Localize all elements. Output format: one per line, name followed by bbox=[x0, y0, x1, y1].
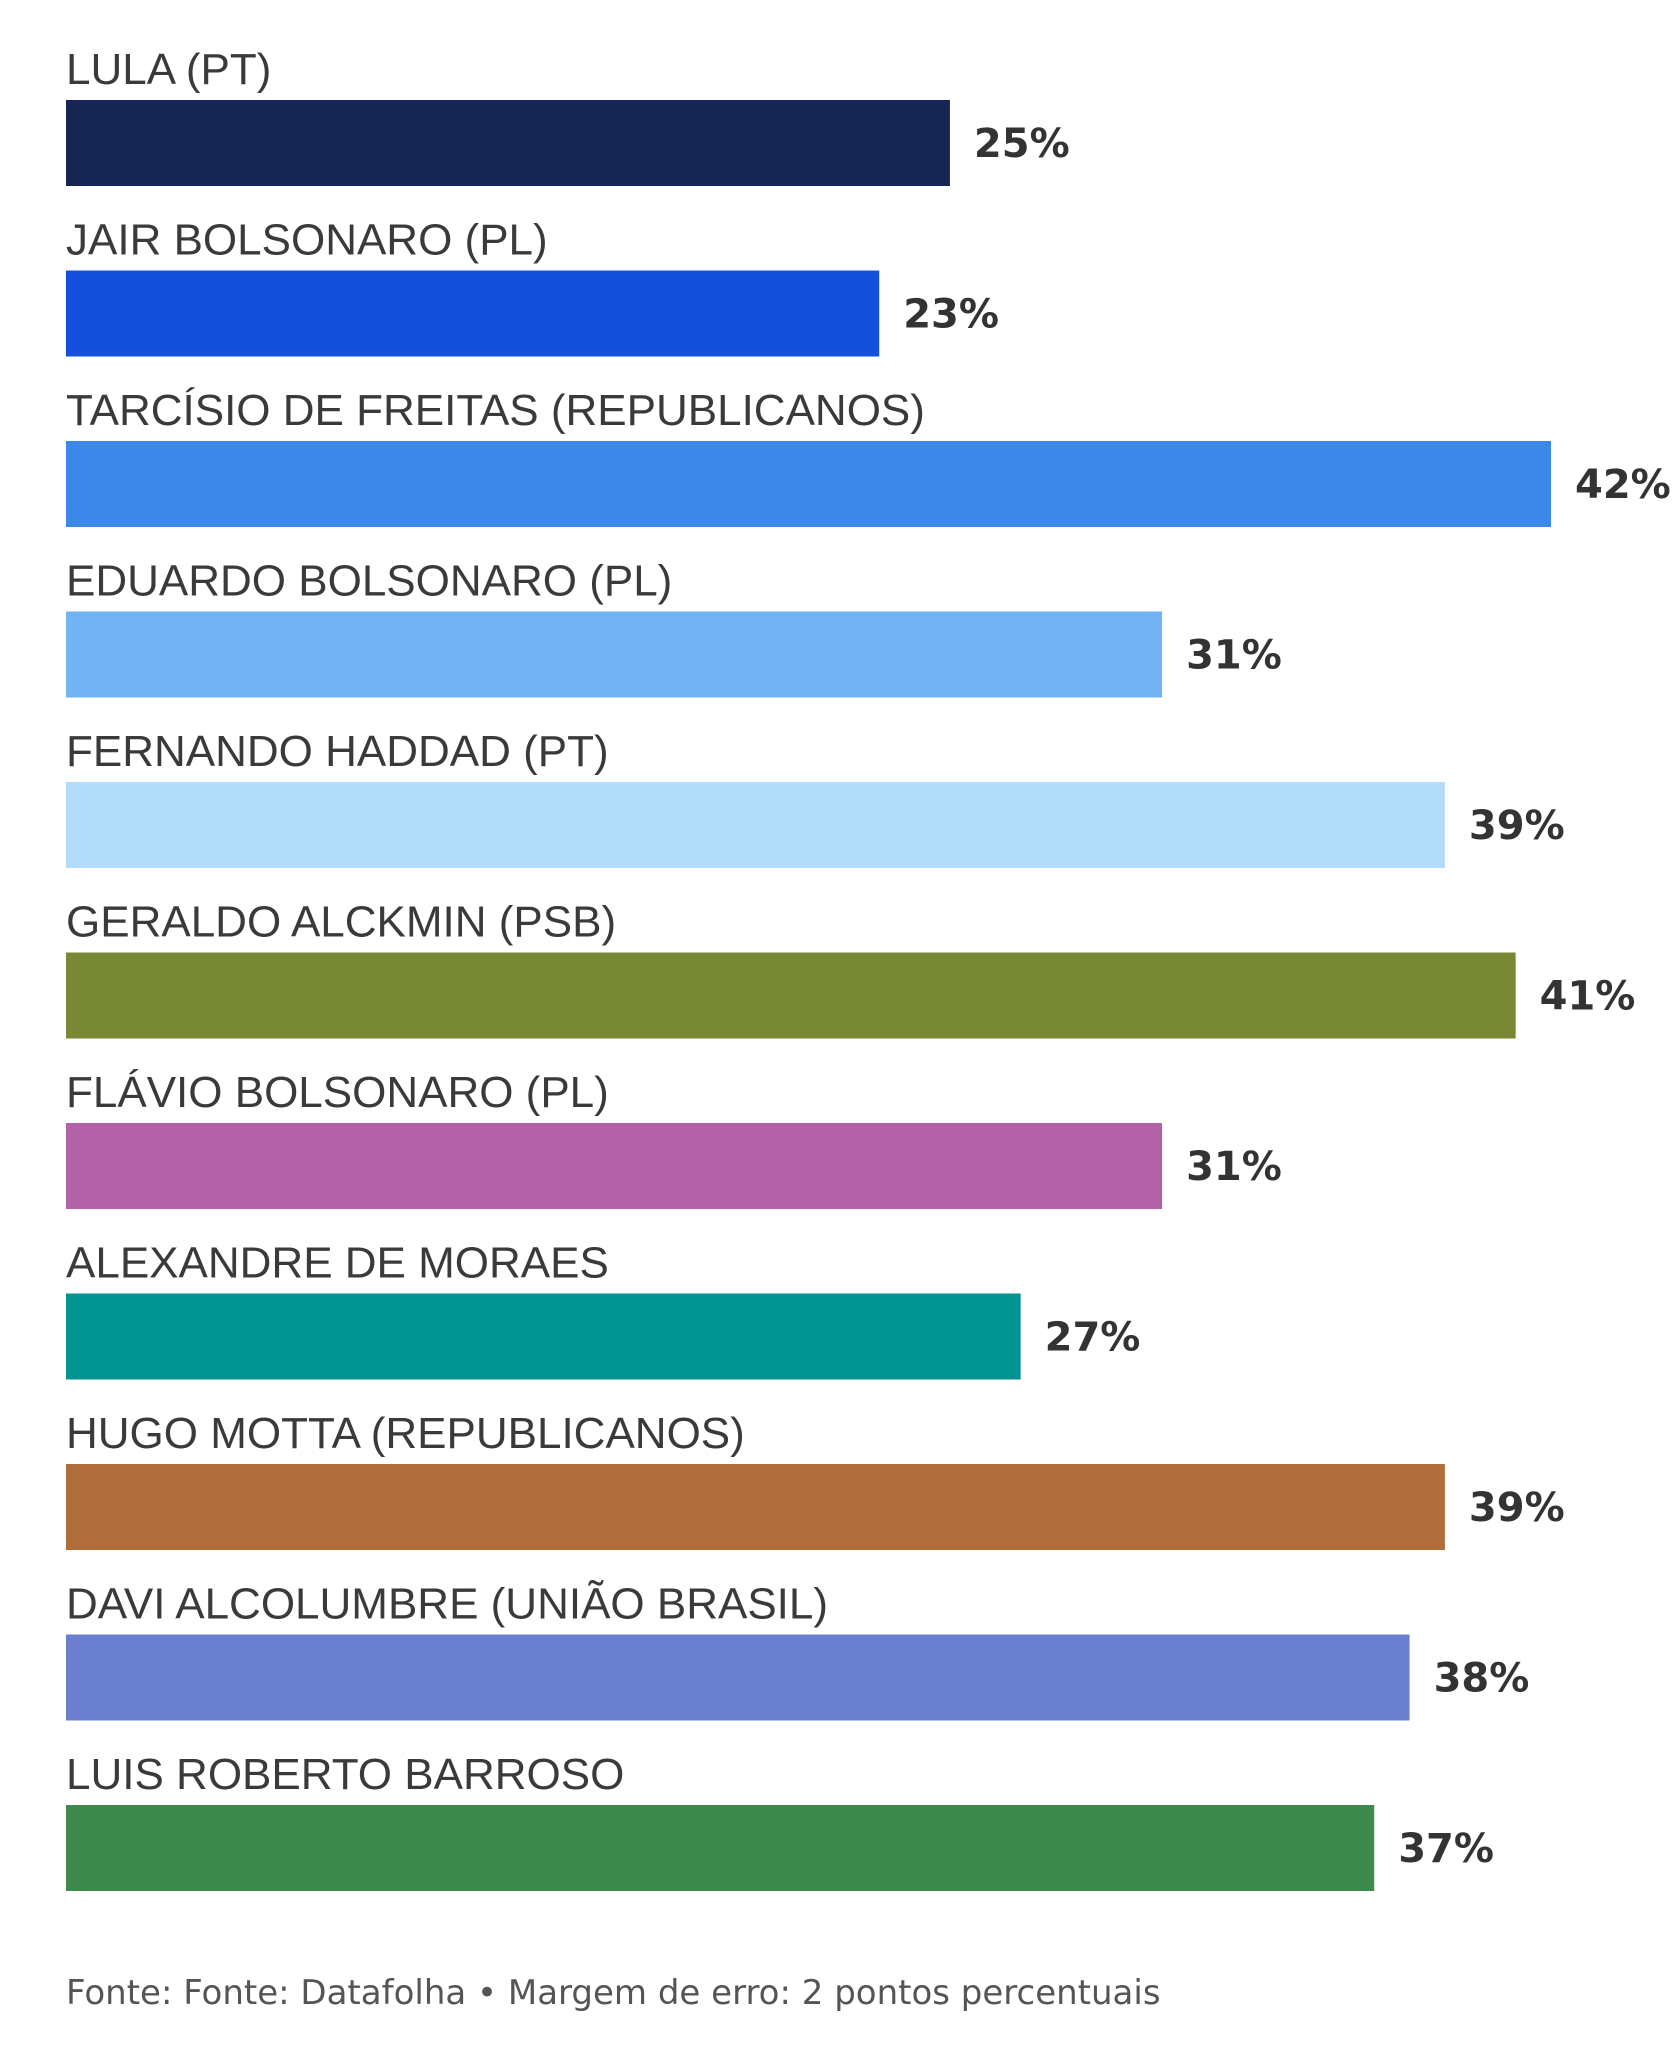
bar bbox=[66, 441, 1551, 527]
source-note: Fonte: Fonte: Datafolha • Margem de erro… bbox=[66, 1973, 1161, 2013]
bar bbox=[66, 1464, 1445, 1550]
bar bbox=[66, 1805, 1375, 1891]
category-label: EDUARDO BOLSONARO (PL) bbox=[66, 557, 672, 606]
category-label: ALEXANDRE DE MORAES bbox=[66, 1239, 609, 1288]
value-label: 42% bbox=[1575, 462, 1671, 508]
category-label: GERALDO ALCKMIN (PSB) bbox=[66, 898, 616, 947]
category-label: FERNANDO HADDAD (PT) bbox=[66, 727, 609, 776]
value-label: 39% bbox=[1469, 803, 1565, 849]
bar bbox=[66, 611, 1163, 698]
bar bbox=[66, 1123, 1163, 1209]
value-label: 23% bbox=[903, 292, 999, 338]
bar bbox=[66, 100, 950, 186]
value-label: 27% bbox=[1045, 1315, 1141, 1361]
value-label: 41% bbox=[1540, 974, 1636, 1020]
bar bbox=[66, 782, 1445, 868]
category-label: LULA (PT) bbox=[66, 45, 271, 94]
category-label: DAVI ALCOLUMBRE (UNIÃO BRASIL) bbox=[66, 1579, 828, 1629]
bar bbox=[66, 952, 1516, 1039]
value-label: 38% bbox=[1434, 1656, 1530, 1702]
value-label: 31% bbox=[1186, 1144, 1282, 1190]
bar bbox=[66, 1634, 1410, 1721]
category-label: FLÁVIO BOLSONARO (PL) bbox=[66, 1068, 609, 1117]
category-label: HUGO MOTTA (REPUBLICANOS) bbox=[66, 1409, 745, 1458]
category-label: LUIS ROBERTO BARROSO bbox=[66, 1750, 624, 1799]
bars-layer: LULA (PT) 25% JAIR BOLSONARO (PL) 23% TARCÍS… bbox=[66, 45, 1671, 1891]
bar bbox=[66, 1293, 1021, 1380]
bar bbox=[66, 270, 880, 357]
value-label: 37% bbox=[1398, 1826, 1494, 1872]
value-label: 39% bbox=[1469, 1485, 1565, 1531]
category-label: JAIR BOLSONARO (PL) bbox=[66, 216, 548, 265]
value-label: 25% bbox=[974, 121, 1070, 167]
value-label: 31% bbox=[1186, 633, 1282, 679]
category-label: TARCÍSIO DE FREITAS (REPUBLICANOS) bbox=[66, 386, 925, 435]
